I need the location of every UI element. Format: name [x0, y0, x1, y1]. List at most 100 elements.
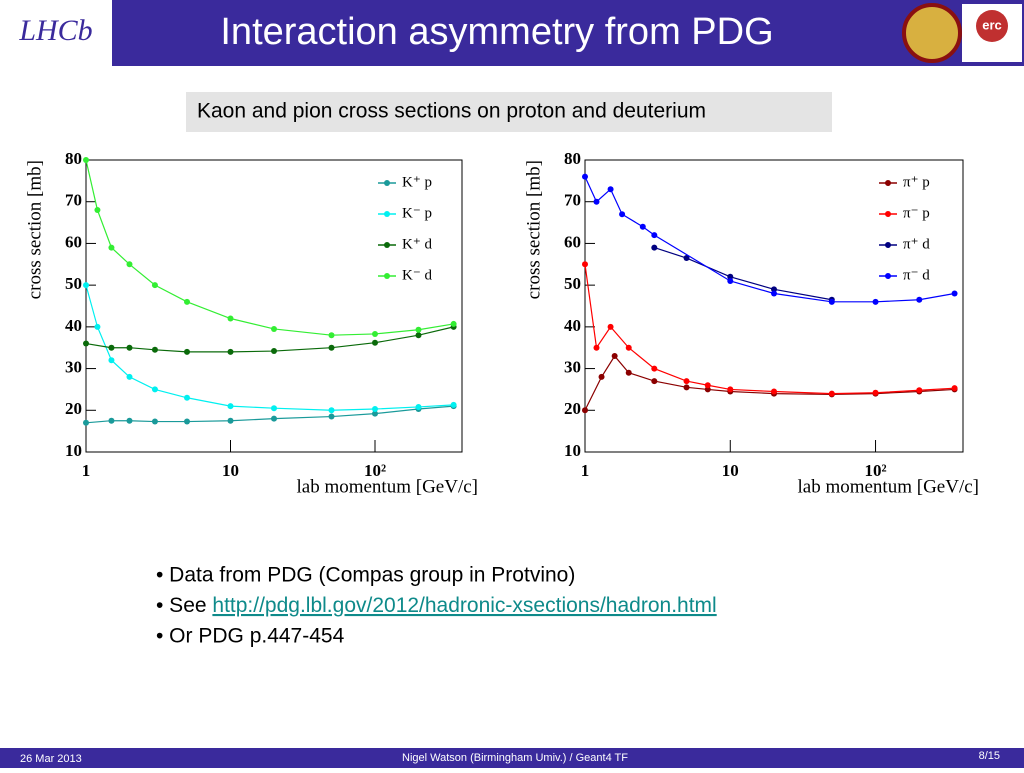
data-point: [727, 277, 734, 284]
legend-label: K⁺ d: [402, 236, 433, 252]
y-axis-label: cross section [mb]: [523, 160, 544, 299]
data-point: [271, 348, 277, 355]
data-point: [727, 273, 734, 280]
data-point: [872, 298, 879, 305]
data-point: [450, 320, 457, 327]
data-point: [593, 198, 600, 205]
y-tick-label: 20: [65, 399, 82, 418]
data-point: [639, 223, 646, 230]
footer-author: Nigel Watson (Birmingham Umiv.) / Geant4…: [402, 752, 628, 764]
data-point: [582, 173, 588, 180]
data-point: [271, 415, 277, 422]
plot-area: [85, 159, 463, 453]
data-point: [227, 348, 234, 355]
y-tick-label: 20: [564, 399, 581, 418]
data-point: [151, 346, 158, 353]
y-tick-label: 60: [564, 232, 581, 251]
data-point: [227, 403, 234, 410]
data-point: [184, 298, 191, 305]
data-point: [83, 340, 89, 347]
legend-label: π⁻ p: [903, 205, 930, 221]
data-point: [598, 373, 605, 380]
data-point: [415, 403, 422, 410]
legend-marker: [384, 242, 390, 248]
data-point: [372, 406, 379, 413]
legend-marker: [885, 242, 891, 248]
data-point: [625, 344, 632, 351]
data-point: [771, 388, 777, 395]
data-point: [108, 417, 115, 424]
y-tick-label: 30: [65, 357, 82, 376]
data-point: [683, 255, 690, 262]
data-point: [828, 390, 835, 397]
legend-marker: [885, 211, 891, 217]
data-point: [271, 405, 277, 412]
legend-label: π⁺ p: [903, 174, 930, 190]
data-point: [611, 353, 618, 360]
data-point: [828, 298, 835, 305]
legend-marker: [885, 273, 891, 279]
link[interactable]: http://pdg.lbl.gov/2012/hadronic-xsectio…: [212, 594, 716, 617]
data-point: [771, 290, 777, 297]
x-tick-label: 1: [82, 461, 91, 480]
footer-bar: [0, 748, 1024, 768]
data-point: [607, 186, 614, 193]
data-point: [83, 157, 89, 163]
data-point: [651, 378, 658, 385]
data-point: [727, 386, 734, 393]
data-point: [328, 407, 335, 414]
logo-erc: erc: [982, 17, 1002, 32]
data-point: [771, 286, 777, 293]
data-point: [872, 389, 879, 396]
data-point: [227, 417, 234, 424]
data-point: [271, 325, 277, 332]
header-bar: [0, 0, 1024, 66]
legend-label: π⁺ d: [903, 236, 930, 252]
data-point: [227, 315, 234, 322]
legend-marker: [384, 211, 390, 217]
subtitle: Kaon and pion cross sections on proton a…: [197, 100, 706, 123]
data-point: [651, 365, 658, 372]
logo-cern: [902, 3, 962, 63]
data-point: [126, 373, 133, 380]
data-point: [372, 410, 379, 417]
data-point: [593, 344, 600, 351]
footer-date: 26 Mar 2013: [20, 753, 82, 765]
data-point: [108, 357, 115, 364]
y-tick-label: 30: [564, 357, 581, 376]
plot-area: [584, 159, 964, 453]
data-point: [683, 378, 690, 385]
legend-label: π⁻ d: [903, 267, 930, 283]
data-point: [450, 401, 457, 408]
y-tick-label: 70: [65, 191, 82, 210]
data-point: [184, 348, 191, 355]
data-point: [94, 323, 101, 330]
data-point: [108, 344, 115, 351]
data-point: [126, 344, 133, 351]
data-point: [651, 232, 658, 239]
x-tick-label: 10²: [864, 461, 886, 480]
data-point: [704, 386, 711, 393]
logo-box: [0, 0, 112, 66]
data-point: [704, 382, 711, 389]
x-tick-label: 10: [222, 461, 239, 480]
legend-label: K⁻ d: [402, 267, 433, 283]
legend-label: K⁻ p: [402, 205, 432, 221]
series-line: [85, 284, 454, 411]
x-tick-label: 1: [581, 461, 590, 480]
data-point: [951, 385, 958, 392]
data-point: [83, 419, 89, 426]
data-point: [328, 332, 335, 339]
data-point: [126, 261, 133, 268]
x-tick-label: 10: [722, 461, 739, 480]
y-tick-label: 70: [564, 191, 581, 210]
legend-marker: [384, 180, 390, 186]
logo-erc-mark: [976, 10, 1008, 42]
y-tick-label: 10: [65, 441, 82, 460]
bullet: • Or PDG p.447-454: [156, 625, 345, 648]
y-tick-label: 50: [564, 274, 581, 293]
y-tick-label: 80: [65, 149, 82, 168]
legend-label: K⁺ p: [402, 174, 432, 190]
data-point: [94, 207, 101, 214]
data-point: [151, 282, 158, 289]
